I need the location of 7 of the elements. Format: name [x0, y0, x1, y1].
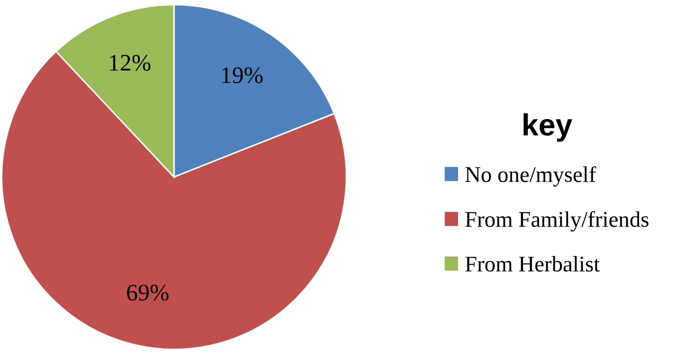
legend-label: From Family/friends: [465, 211, 648, 232]
data-label: 19%: [222, 67, 263, 84]
legend-title: key: [524, 113, 572, 142]
data-label: 69%: [127, 284, 169, 301]
data-label: 12%: [110, 54, 150, 71]
legend-label: No one/myself: [465, 166, 596, 187]
legend-label: From Herbalist: [465, 256, 600, 272]
